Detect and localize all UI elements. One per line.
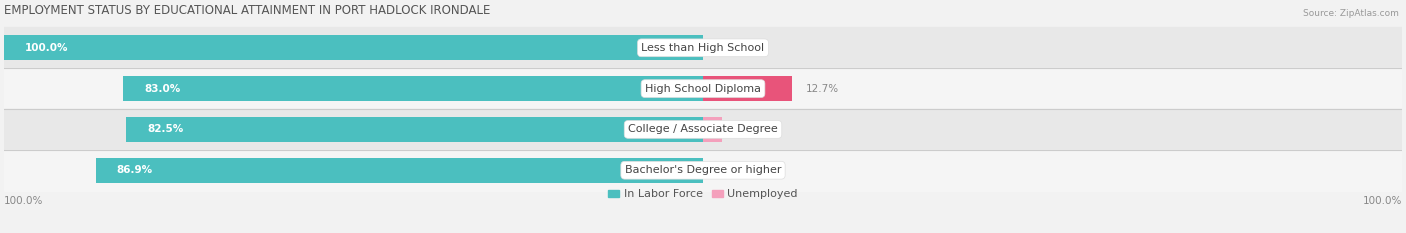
Bar <box>122 76 703 101</box>
Text: EMPLOYMENT STATUS BY EDUCATIONAL ATTAINMENT IN PORT HADLOCK IRONDALE: EMPLOYMENT STATUS BY EDUCATIONAL ATTAINM… <box>4 4 491 17</box>
Text: College / Associate Degree: College / Associate Degree <box>628 124 778 134</box>
Bar <box>96 158 703 183</box>
Text: 12.7%: 12.7% <box>806 84 839 94</box>
Bar <box>4 35 703 60</box>
Text: 100.0%: 100.0% <box>25 43 69 53</box>
Text: 100.0%: 100.0% <box>4 195 44 206</box>
Bar <box>127 117 703 142</box>
Bar <box>4 68 1402 109</box>
Text: Source: ZipAtlas.com: Source: ZipAtlas.com <box>1303 9 1399 18</box>
Text: Less than High School: Less than High School <box>641 43 765 53</box>
Bar <box>703 76 792 101</box>
Bar <box>4 150 1402 191</box>
Bar <box>703 117 721 142</box>
Text: High School Diploma: High School Diploma <box>645 84 761 94</box>
Bar <box>4 109 1402 150</box>
Text: 0.0%: 0.0% <box>717 43 744 53</box>
Text: 83.0%: 83.0% <box>143 84 180 94</box>
Text: 2.7%: 2.7% <box>735 124 762 134</box>
Bar <box>4 27 1402 68</box>
Text: Bachelor's Degree or higher: Bachelor's Degree or higher <box>624 165 782 175</box>
Legend: In Labor Force, Unemployed: In Labor Force, Unemployed <box>603 185 803 204</box>
Text: 86.9%: 86.9% <box>117 165 153 175</box>
Text: 100.0%: 100.0% <box>1362 195 1402 206</box>
Text: 0.0%: 0.0% <box>717 165 744 175</box>
Text: 82.5%: 82.5% <box>148 124 184 134</box>
